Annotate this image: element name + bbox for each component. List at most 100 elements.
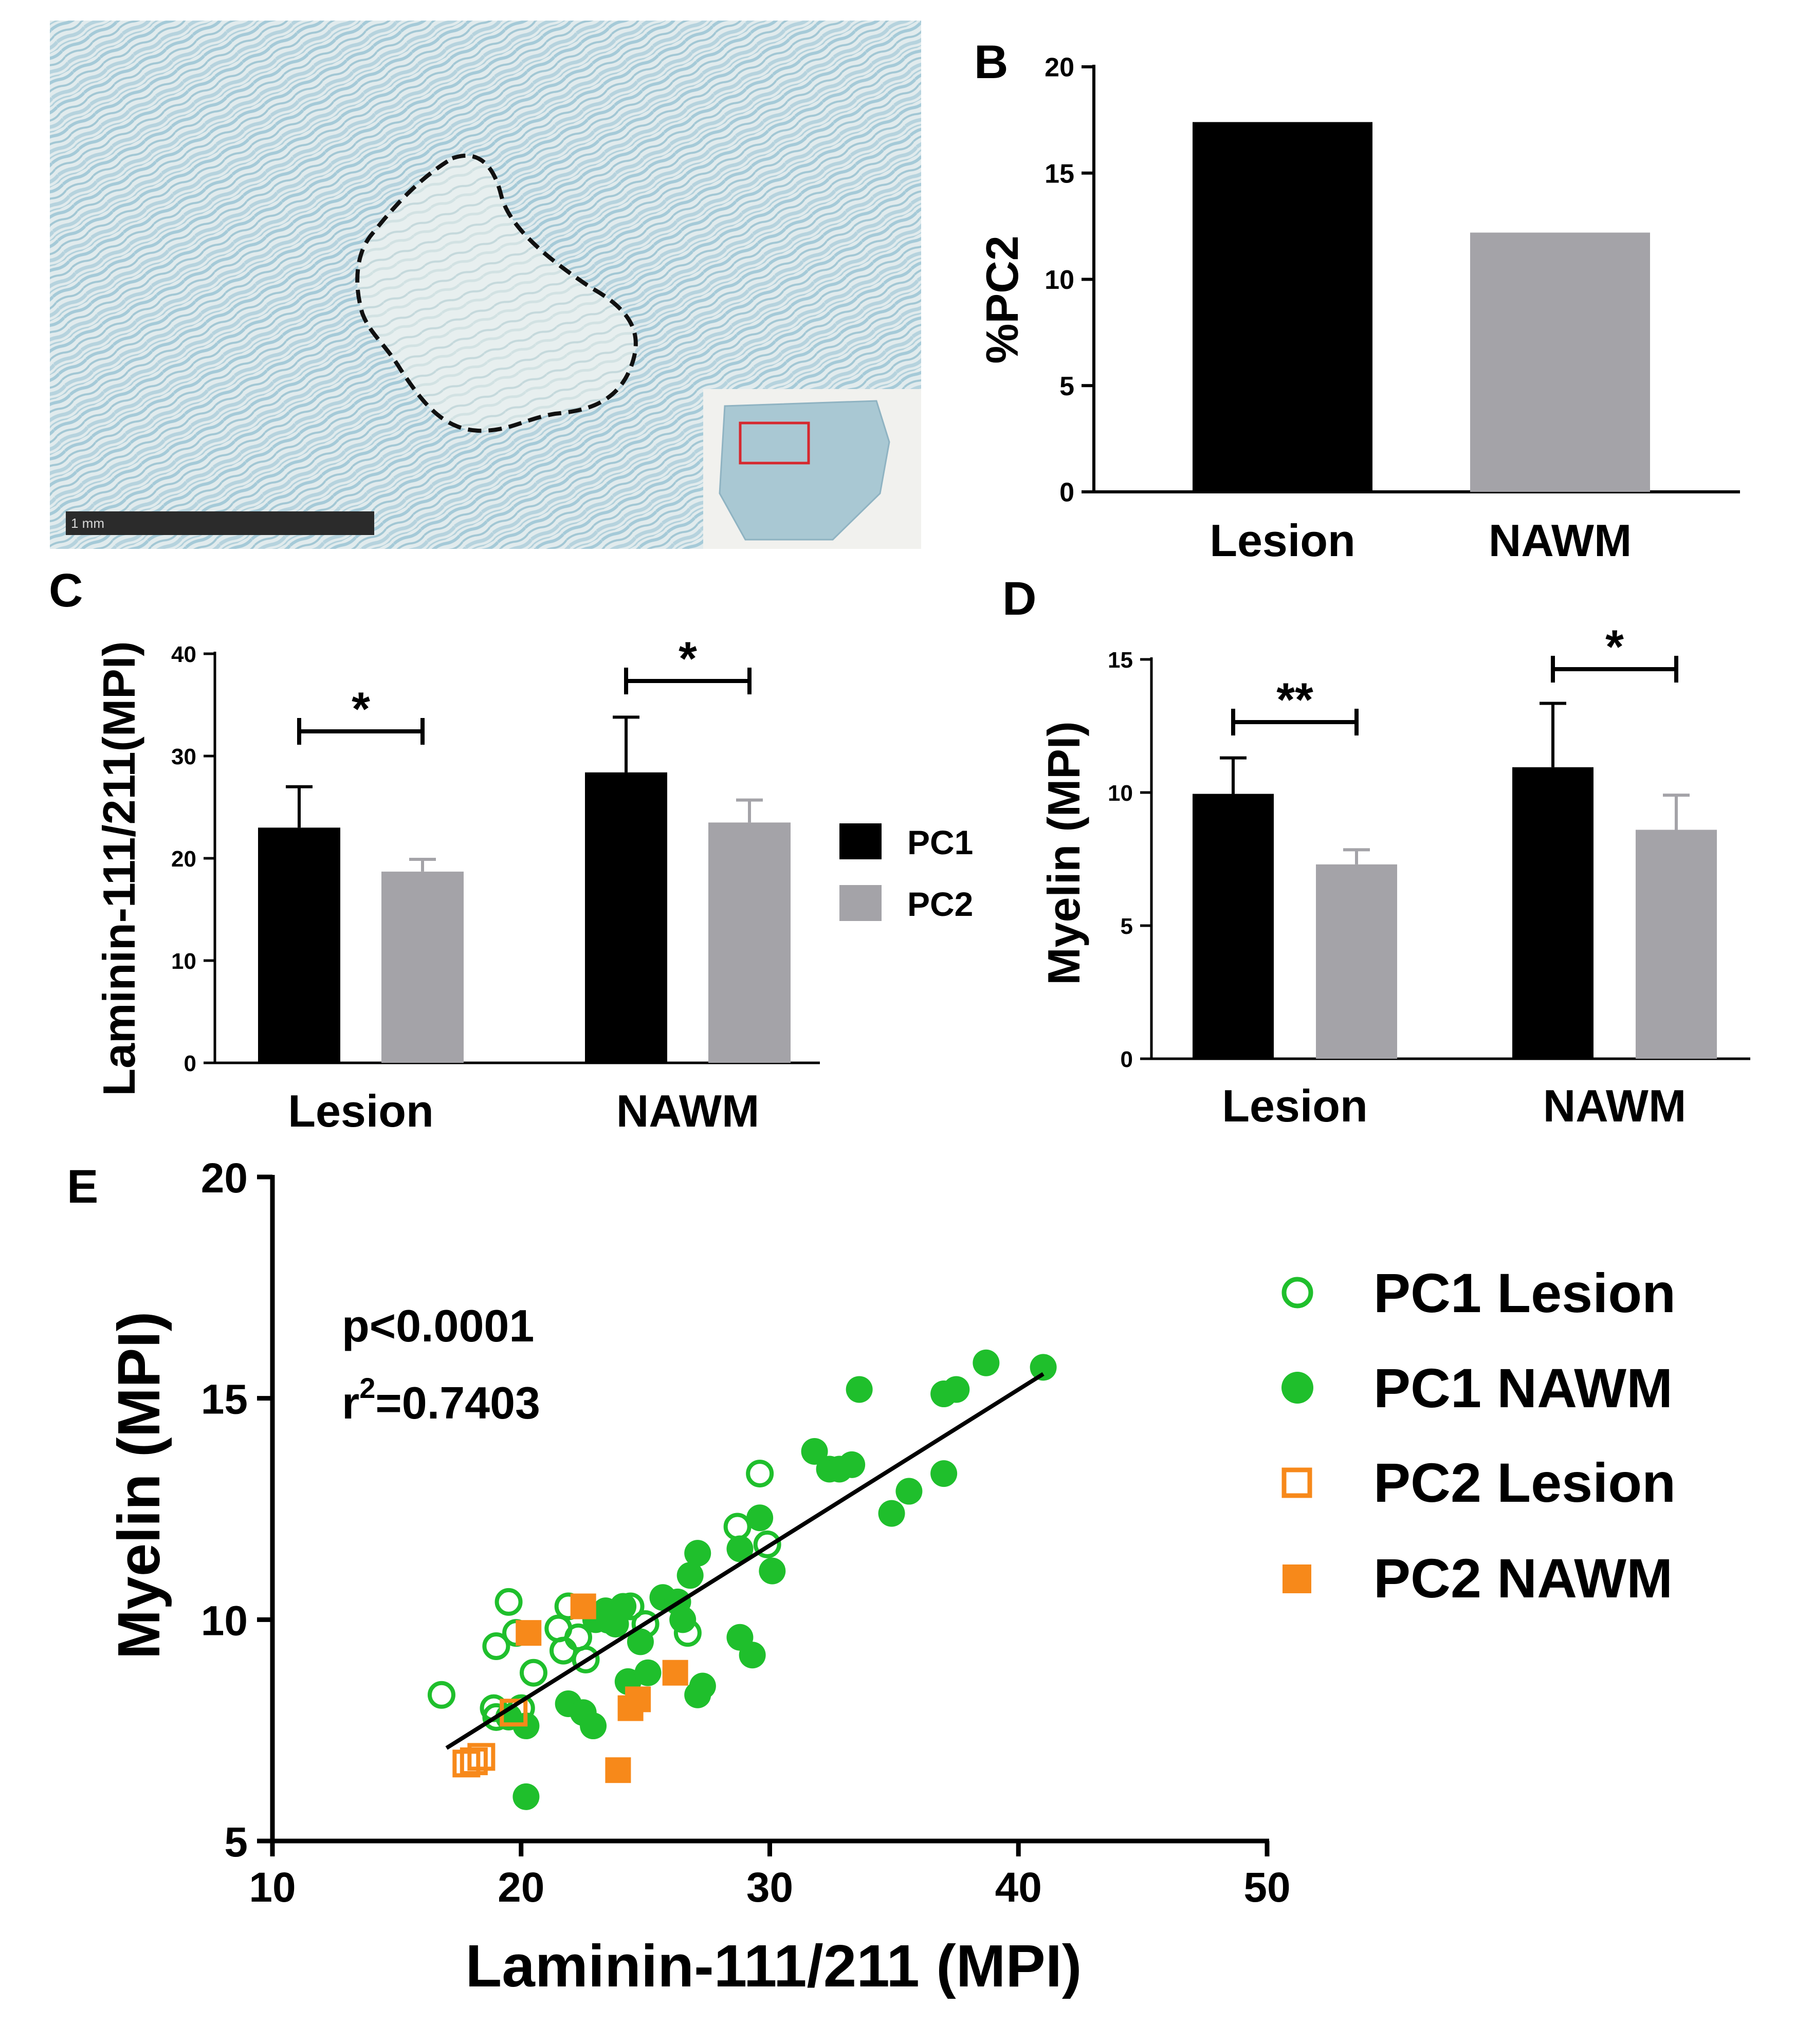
e-legend: PC1 Lesion PC1 NAWM PC2 Lesion PC2 NAWM (1281, 1262, 1676, 1609)
point-pc1-nawm (512, 1783, 540, 1810)
point-pc1-nawm (1030, 1354, 1057, 1381)
e-y-axis-label: Myelin (MPI) (105, 1312, 172, 1660)
d-category-label: NAWM (1543, 1080, 1687, 1131)
point-pc2-lesion (452, 1750, 481, 1778)
inset-region-box (739, 421, 810, 465)
point-pc1-nawm (759, 1557, 786, 1585)
point-pc1-lesion (572, 1645, 600, 1673)
point-pc1-nawm (739, 1642, 766, 1669)
point-pc1-nawm (726, 1535, 754, 1562)
c-significance-marker: * (679, 633, 697, 685)
point-pc2-nawm (605, 1757, 631, 1783)
legend-label-pc2: PC2 (907, 885, 973, 923)
panel-letter-e: E (67, 1161, 98, 1213)
point-pc1-nawm (634, 1659, 662, 1686)
d-significance-marker: * (1605, 621, 1624, 673)
legend-swatch-pc1 (839, 823, 882, 859)
d-category-label: Lesion (1222, 1080, 1368, 1131)
lesion-outline (355, 153, 638, 433)
c-category-label: Lesion (288, 1085, 434, 1136)
legend-marker-pc2-lesion (1281, 1467, 1312, 1498)
point-pc1-nawm (684, 1681, 711, 1708)
x-tick-label: 20 (498, 1864, 544, 1911)
point-pc1-lesion (753, 1530, 781, 1558)
b-category-label: NAWM (1489, 515, 1632, 566)
bar-pc2 (1636, 830, 1717, 1059)
panel-e: E Myelin (MPI) Laminin-111/211 (MPI) p<0… (67, 1155, 1676, 1999)
d-y-axis-label: Myelin (MPI) (1038, 721, 1089, 985)
point-pc2-nawm (662, 1660, 688, 1686)
chart-b: 0 5 10 15 20 (1045, 53, 1740, 508)
y-tick-label: 30 (171, 744, 196, 769)
legend-label-pc2-nawm: PC2 NAWM (1373, 1547, 1673, 1609)
y-tick-label: 10 (1108, 781, 1133, 806)
point-pc1-nawm (895, 1478, 923, 1505)
r-squared-exponent: 2 (359, 1372, 375, 1404)
legend-swatch-pc2 (839, 885, 882, 921)
y-tick-label: 5 (224, 1819, 248, 1866)
legend-marker-pc2-nawm (1283, 1564, 1311, 1593)
point-pc1-nawm (746, 1504, 774, 1532)
y-tick-label: 10 (171, 949, 196, 974)
y-tick-label: 40 (171, 642, 196, 667)
slide-inset (703, 389, 921, 549)
c-significance-marker: * (352, 683, 370, 735)
y-tick-label: 5 (1059, 372, 1074, 401)
y-tick-label: 0 (1121, 1047, 1133, 1072)
y-tick-label: 10 (201, 1597, 248, 1644)
c-category-label: NAWM (616, 1085, 760, 1136)
legend-label-pc2-lesion: PC2 Lesion (1373, 1451, 1676, 1514)
point-pc1-lesion (519, 1659, 547, 1687)
y-tick-label: 0 (1059, 478, 1074, 508)
slide-section (719, 400, 890, 541)
point-pc1-nawm (838, 1451, 866, 1478)
chart-c: 0 10 20 30 40 (171, 642, 820, 1076)
bar-pc2 (708, 822, 791, 1063)
bar-pc2 (381, 871, 464, 1063)
y-tick-label: 5 (1121, 914, 1133, 939)
e-r-squared: r2=0.7403 (342, 1372, 540, 1428)
y-tick-label: 10 (1045, 265, 1074, 295)
bar (1470, 232, 1650, 492)
point-pc1-nawm (846, 1376, 873, 1403)
x-tick-label: 50 (1243, 1864, 1290, 1911)
legend-marker-pc1-lesion (1281, 1277, 1313, 1309)
x-tick-label: 40 (995, 1864, 1042, 1911)
c-legend: PC1 PC2 (839, 823, 973, 923)
bar-pc1 (258, 827, 340, 1063)
c-y-axis-label: Laminin-111/211(MPI) (94, 641, 144, 1096)
point-pc1-nawm (801, 1438, 828, 1465)
point-pc2-lesion (460, 1747, 488, 1775)
panel-d: D Myelin (MPI) 0 5 10 15 Lesion NAWM ** * (1002, 573, 1750, 1131)
bar-pc1 (1512, 767, 1593, 1059)
point-pc1-lesion (482, 1632, 510, 1661)
r-squared-value: =0.7403 (375, 1377, 540, 1428)
scale-bar (66, 511, 374, 535)
lesion-area (357, 155, 636, 431)
bar-pc2 (1316, 864, 1397, 1059)
y-tick-label: 20 (201, 1155, 248, 1202)
y-tick-label: 15 (201, 1376, 248, 1423)
point-pc1-nawm (684, 1540, 711, 1567)
point-pc1-lesion (494, 1588, 523, 1616)
point-pc1-nawm (973, 1349, 1000, 1376)
legend-label-pc1-lesion: PC1 Lesion (1373, 1262, 1676, 1324)
point-pc2-nawm (516, 1620, 542, 1646)
r-squared-prefix: r (342, 1377, 359, 1428)
e-p-value: p<0.0001 (342, 1300, 534, 1351)
panel-letter-d: D (1002, 573, 1036, 625)
point-pc2-lesion (467, 1743, 496, 1771)
point-pc1-nawm (943, 1376, 970, 1403)
x-tick-label: 30 (746, 1864, 793, 1911)
bar-pc1 (585, 772, 667, 1063)
y-tick-label: 15 (1108, 648, 1133, 673)
bar-pc1 (1193, 794, 1274, 1059)
point-pc1-nawm (878, 1500, 905, 1527)
b-y-axis-label: %PC2 (977, 235, 1028, 363)
legend-label-pc1-nawm: PC1 NAWM (1373, 1357, 1673, 1419)
point-pc1-nawm (669, 1606, 697, 1633)
point-pc1-lesion (549, 1636, 577, 1665)
